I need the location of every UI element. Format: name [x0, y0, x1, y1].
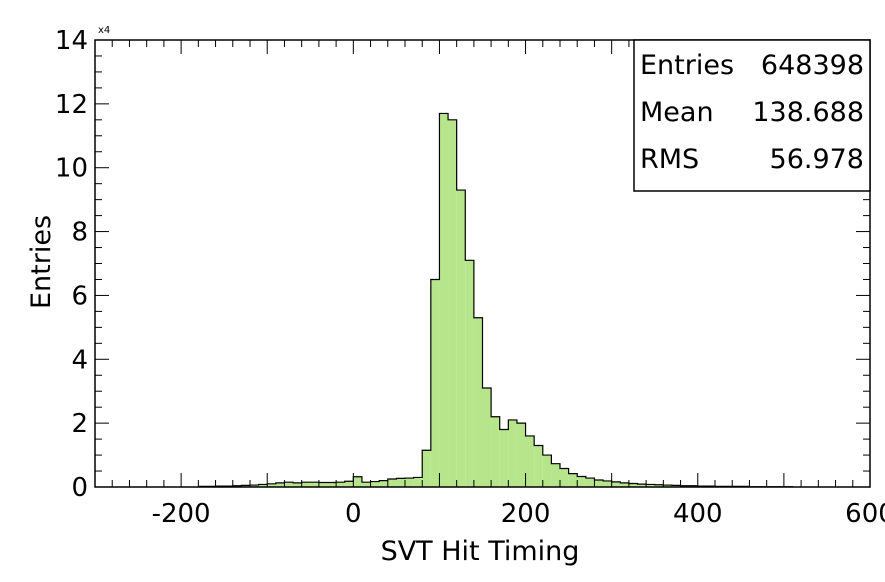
y-tick-labels: 0 2 4 6 8 10 12 14 — [55, 26, 88, 503]
histogram-bar — [310, 482, 319, 487]
histogram-bar — [491, 416, 500, 487]
histogram-bar — [560, 468, 569, 487]
histogram-bar — [439, 113, 449, 487]
axis-ticks — [94, 39, 871, 488]
histogram-bar — [620, 482, 629, 487]
stats-mean-label: Mean — [640, 97, 714, 128]
histogram-bar — [405, 478, 414, 487]
histogram-bar — [577, 476, 586, 487]
y-tick-label: 10 — [55, 154, 88, 184]
histogram-bar — [568, 473, 578, 487]
histogram-bar — [318, 482, 328, 487]
histogram-bar — [551, 463, 560, 487]
x-tick-label: 400 — [673, 499, 723, 529]
histogram-bar — [250, 485, 259, 487]
histogram-bar — [585, 478, 595, 487]
histogram-bar — [671, 485, 681, 487]
histogram-bar — [637, 484, 647, 487]
histogram-bar — [284, 482, 294, 487]
histogram-bar — [534, 445, 543, 487]
histogram-bar — [422, 450, 431, 487]
histogram-bar — [396, 478, 405, 487]
histogram-bar — [241, 485, 250, 487]
histogram-bar — [516, 423, 526, 487]
stats-mean-value: 138.688 — [752, 97, 864, 128]
x-tick-label: 200 — [501, 499, 551, 529]
y-tick-label: 12 — [55, 90, 88, 120]
histogram-bar — [482, 388, 492, 487]
histogram-bar — [293, 482, 302, 487]
histogram-bar — [353, 476, 362, 487]
y-tick-label: 14 — [55, 26, 88, 56]
x-tick-label: 0 — [345, 499, 362, 529]
histogram-bar — [499, 429, 509, 487]
histogram-bar — [267, 483, 276, 487]
histogram-bar — [258, 484, 268, 487]
stats-entries-label: Entries — [640, 50, 734, 81]
histogram-bar — [456, 190, 466, 488]
histogram-bar — [654, 484, 664, 487]
y-tick-label: 4 — [71, 345, 88, 375]
histogram-bar — [473, 317, 483, 487]
y-axis-title: Entries — [26, 215, 57, 309]
stats-rms-label: RMS — [640, 144, 699, 175]
y-tick-label: 6 — [71, 281, 88, 311]
x-tick-label: 600 — [845, 499, 885, 529]
histogram-bar — [336, 482, 345, 487]
histogram-bar — [379, 480, 388, 487]
stats-entries-value: 648398 — [761, 50, 864, 81]
histogram-bar — [525, 435, 535, 487]
x-tick-label: -200 — [152, 499, 211, 529]
histogram-bar — [344, 481, 354, 487]
stats-box-frame — [633, 39, 871, 192]
histogram-bar — [594, 479, 604, 487]
y-tick-label: 0 — [71, 473, 88, 503]
histogram-bar — [663, 485, 672, 487]
histogram-bar — [611, 481, 621, 487]
histogram-bar — [542, 455, 552, 487]
histogram-bar — [603, 480, 612, 487]
histogram-bar — [387, 479, 397, 487]
y-exponent-label: x4 — [98, 25, 110, 36]
histogram-bar — [465, 260, 474, 487]
histogram-bar — [413, 477, 423, 487]
stats-box: Entries 648398 Mean 138.688 RMS 56.978 — [633, 39, 871, 192]
histogram-bar — [646, 484, 655, 487]
histogram-bar — [370, 481, 380, 487]
x-axis-title: SVT Hit Timing — [381, 536, 580, 567]
histogram-bars — [197, 112, 794, 488]
histogram-bar — [275, 482, 285, 487]
histogram-bar — [508, 419, 517, 487]
histogram-bar — [301, 482, 311, 487]
stats-rms-value: 56.978 — [770, 144, 864, 175]
x-tick-labels: -200 0 200 400 600 — [152, 499, 885, 529]
histogram-bar — [448, 119, 457, 488]
histogram-bar — [628, 483, 638, 487]
y-tick-label: 8 — [71, 218, 88, 248]
histogram-bar — [361, 482, 371, 487]
histogram-bar — [430, 279, 440, 487]
y-tick-label: 2 — [71, 409, 88, 439]
histogram-bar — [327, 482, 337, 487]
